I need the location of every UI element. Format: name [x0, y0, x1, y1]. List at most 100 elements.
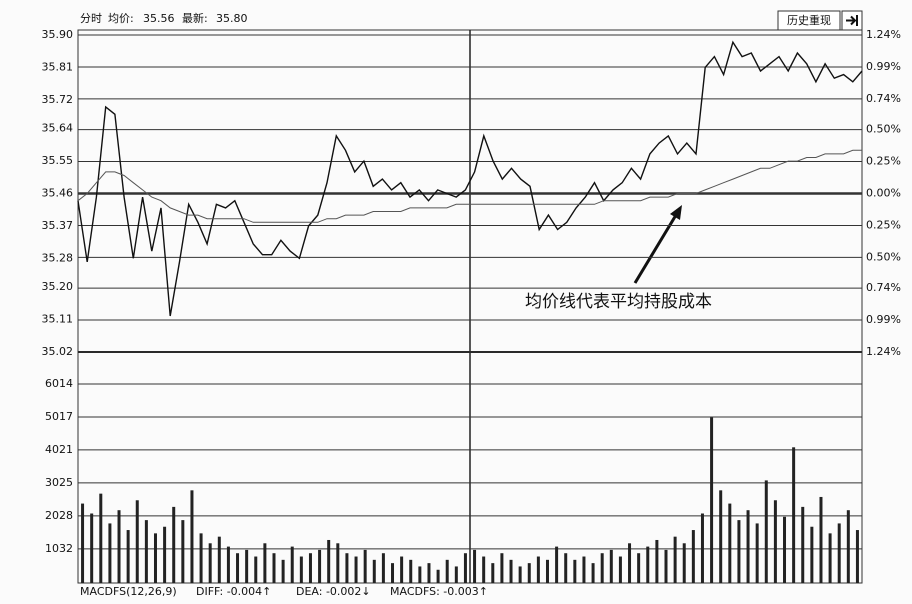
volume-bar: [281, 559, 285, 583]
volume-bar: [737, 520, 741, 583]
volume-bar: [509, 559, 513, 583]
volume-bar: [810, 526, 814, 583]
volume-bar: [236, 553, 240, 583]
exit-button[interactable]: [841, 10, 863, 31]
volume-bar: [609, 549, 613, 583]
arrow-head: [670, 205, 682, 220]
y2-tick-label: 0.50%: [866, 123, 901, 136]
volume-bar: [482, 556, 486, 583]
y-tick-label: 35.55: [42, 154, 74, 167]
volume-bar: [454, 566, 458, 583]
y-tick-label: 35.20: [42, 280, 74, 293]
volume-bar: [427, 563, 431, 583]
volume-bar: [628, 543, 632, 583]
volume-bar: [819, 496, 823, 583]
volume-bar: [837, 523, 841, 583]
price-line: [77, 149, 862, 223]
volume-bar: [199, 533, 203, 583]
volume-bar: [855, 530, 859, 583]
volume-bar: [336, 543, 340, 583]
volume-bar: [573, 559, 577, 583]
volume-bar: [746, 510, 750, 583]
volume-bar: [664, 549, 668, 583]
annotation-arrow: [633, 214, 678, 284]
volume-bar: [646, 546, 650, 583]
volume-bar: [81, 503, 85, 583]
y2-tick-label: 0.99%: [866, 313, 901, 326]
volume-bar: [354, 556, 358, 583]
volume-bar: [719, 490, 723, 583]
y-tick-label: 4021: [45, 443, 73, 456]
volume-bar: [345, 553, 349, 583]
volume-bar: [655, 539, 659, 583]
last-label: 最新:: [182, 11, 208, 25]
macdfs-text: MACDFS: -0.003↑: [390, 585, 488, 598]
mode-label: 分时: [80, 12, 102, 25]
volume-bar: [792, 447, 796, 583]
last-value: 35.80: [216, 12, 248, 25]
y2-tick-label: 1.24%: [866, 28, 901, 41]
volume-bar: [135, 500, 139, 583]
volume-bar: [208, 543, 212, 583]
volume-bar: [172, 506, 176, 583]
y-tick-label: 35.72: [42, 93, 74, 106]
y-tick-label: 2028: [45, 509, 73, 522]
avg-value: 35.56: [143, 12, 175, 25]
volume-bar: [126, 530, 130, 583]
volume-bar: [381, 553, 385, 583]
volume-bar: [673, 536, 677, 583]
volume-bar: [299, 556, 303, 583]
dea-text: DEA: -0.002↓: [296, 585, 371, 598]
volume-bar: [363, 549, 367, 583]
volume-bar: [691, 530, 695, 583]
volume-bar: [108, 523, 112, 583]
button-label[interactable]: 历史重现: [787, 13, 831, 27]
volume-bar: [245, 549, 249, 583]
volume-bar: [318, 549, 322, 583]
history-replay[interactable]: 历史重现: [777, 10, 841, 31]
volume-bar: [500, 553, 504, 583]
volume-bar: [591, 563, 595, 583]
volume-bar: [783, 516, 787, 583]
volume-bar: [637, 553, 641, 583]
y2-tick-label: 0.99%: [866, 60, 901, 73]
y2-tick-label: 0.74%: [866, 281, 901, 294]
y-tick-label: 35.90: [42, 28, 74, 41]
y-tick-label: 35.46: [42, 187, 74, 200]
annotation: 均价线代表平均持股成本: [525, 292, 712, 312]
volume-bar: [190, 490, 194, 583]
volume-bar: [473, 549, 477, 583]
volume-bar: [564, 553, 568, 583]
volume-bar: [618, 556, 622, 583]
volume-bar: [226, 546, 230, 583]
volume-bar: [700, 513, 704, 583]
volume-bar: [436, 569, 440, 583]
y-tick-label: 35.37: [42, 219, 74, 232]
y-tick-label: 35.64: [42, 122, 74, 135]
volume-bar: [600, 553, 604, 583]
y2-tick-label: 0.00%: [866, 187, 901, 200]
volume-bar: [99, 493, 103, 583]
y2-tick-label: 0.50%: [866, 250, 901, 263]
volume-bar: [254, 556, 258, 583]
diff-text: DIFF: -0.004↑: [196, 585, 271, 598]
volume-bar: [217, 536, 221, 583]
volume-bar: [163, 526, 167, 583]
volume-bar: [527, 563, 531, 583]
header: 分时 均价: 35.56 最新: 35.80: [80, 11, 248, 25]
volume-bar: [536, 556, 540, 583]
y2-tick-label: 0.25%: [866, 155, 901, 168]
y2-tick-label: 0.74%: [866, 92, 901, 105]
volume-bar: [153, 533, 157, 583]
volume-bar: [391, 563, 395, 583]
volume-bar: [263, 543, 267, 583]
volume-bar: [400, 556, 404, 583]
volume-bar: [308, 553, 312, 583]
y-tick-label: 1032: [45, 542, 73, 555]
volume-bar: [117, 510, 121, 583]
volume-bar: [90, 513, 94, 583]
y-tick-label: 35.28: [42, 251, 74, 264]
volume-bar: [409, 559, 413, 583]
exit-icon[interactable]: [846, 15, 858, 26]
